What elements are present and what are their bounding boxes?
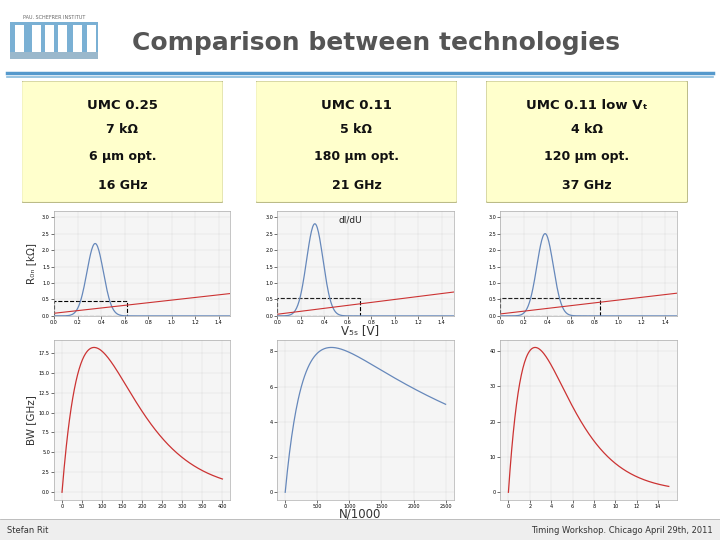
Text: PAU. SCHEFRER INSTITUT: PAU. SCHEFRER INSTITUT (23, 15, 85, 21)
Bar (14, 25, 24, 56)
Bar (32, 25, 41, 56)
Text: UMC 0.25: UMC 0.25 (87, 99, 158, 112)
FancyBboxPatch shape (256, 81, 457, 202)
Text: 180 μm opt.: 180 μm opt. (314, 150, 399, 163)
Text: 6 μm opt.: 6 μm opt. (89, 150, 156, 163)
Text: dI/dU: dI/dU (338, 215, 362, 224)
Bar (10, 52, 98, 59)
Text: Stefan Rit: Stefan Rit (7, 526, 48, 535)
Bar (500, 298, 600, 316)
FancyBboxPatch shape (22, 81, 223, 202)
Bar (87, 25, 96, 56)
Text: 5 kΩ: 5 kΩ (341, 123, 372, 136)
Text: 37 GHz: 37 GHz (562, 179, 611, 192)
Text: 7 kΩ: 7 kΩ (107, 123, 138, 136)
Text: 16 GHz: 16 GHz (98, 179, 147, 192)
FancyBboxPatch shape (486, 81, 688, 202)
Bar (54, 301, 127, 316)
Text: 4 kΩ: 4 kΩ (571, 123, 603, 136)
Text: R₀ₙ [kΩ]: R₀ₙ [kΩ] (26, 243, 36, 284)
Text: Comparison between technologies: Comparison between technologies (132, 31, 620, 55)
Text: UMC 0.11: UMC 0.11 (321, 99, 392, 112)
Bar (73, 25, 82, 56)
Text: V₅ₛ [V]: V₅ₛ [V] (341, 324, 379, 337)
Text: 21 GHz: 21 GHz (331, 179, 382, 192)
Bar (277, 298, 359, 316)
Text: UMC 0.11 low Vₜ: UMC 0.11 low Vₜ (526, 99, 647, 112)
Bar (10, 22, 98, 59)
Text: N/1000: N/1000 (339, 508, 381, 521)
Text: Timing Workshop. Chicago April 29th, 2011: Timing Workshop. Chicago April 29th, 201… (531, 526, 713, 535)
Bar (45, 25, 54, 56)
Bar (58, 25, 67, 56)
Text: 120 μm opt.: 120 μm opt. (544, 150, 629, 163)
Text: BW [GHz]: BW [GHz] (26, 395, 36, 445)
